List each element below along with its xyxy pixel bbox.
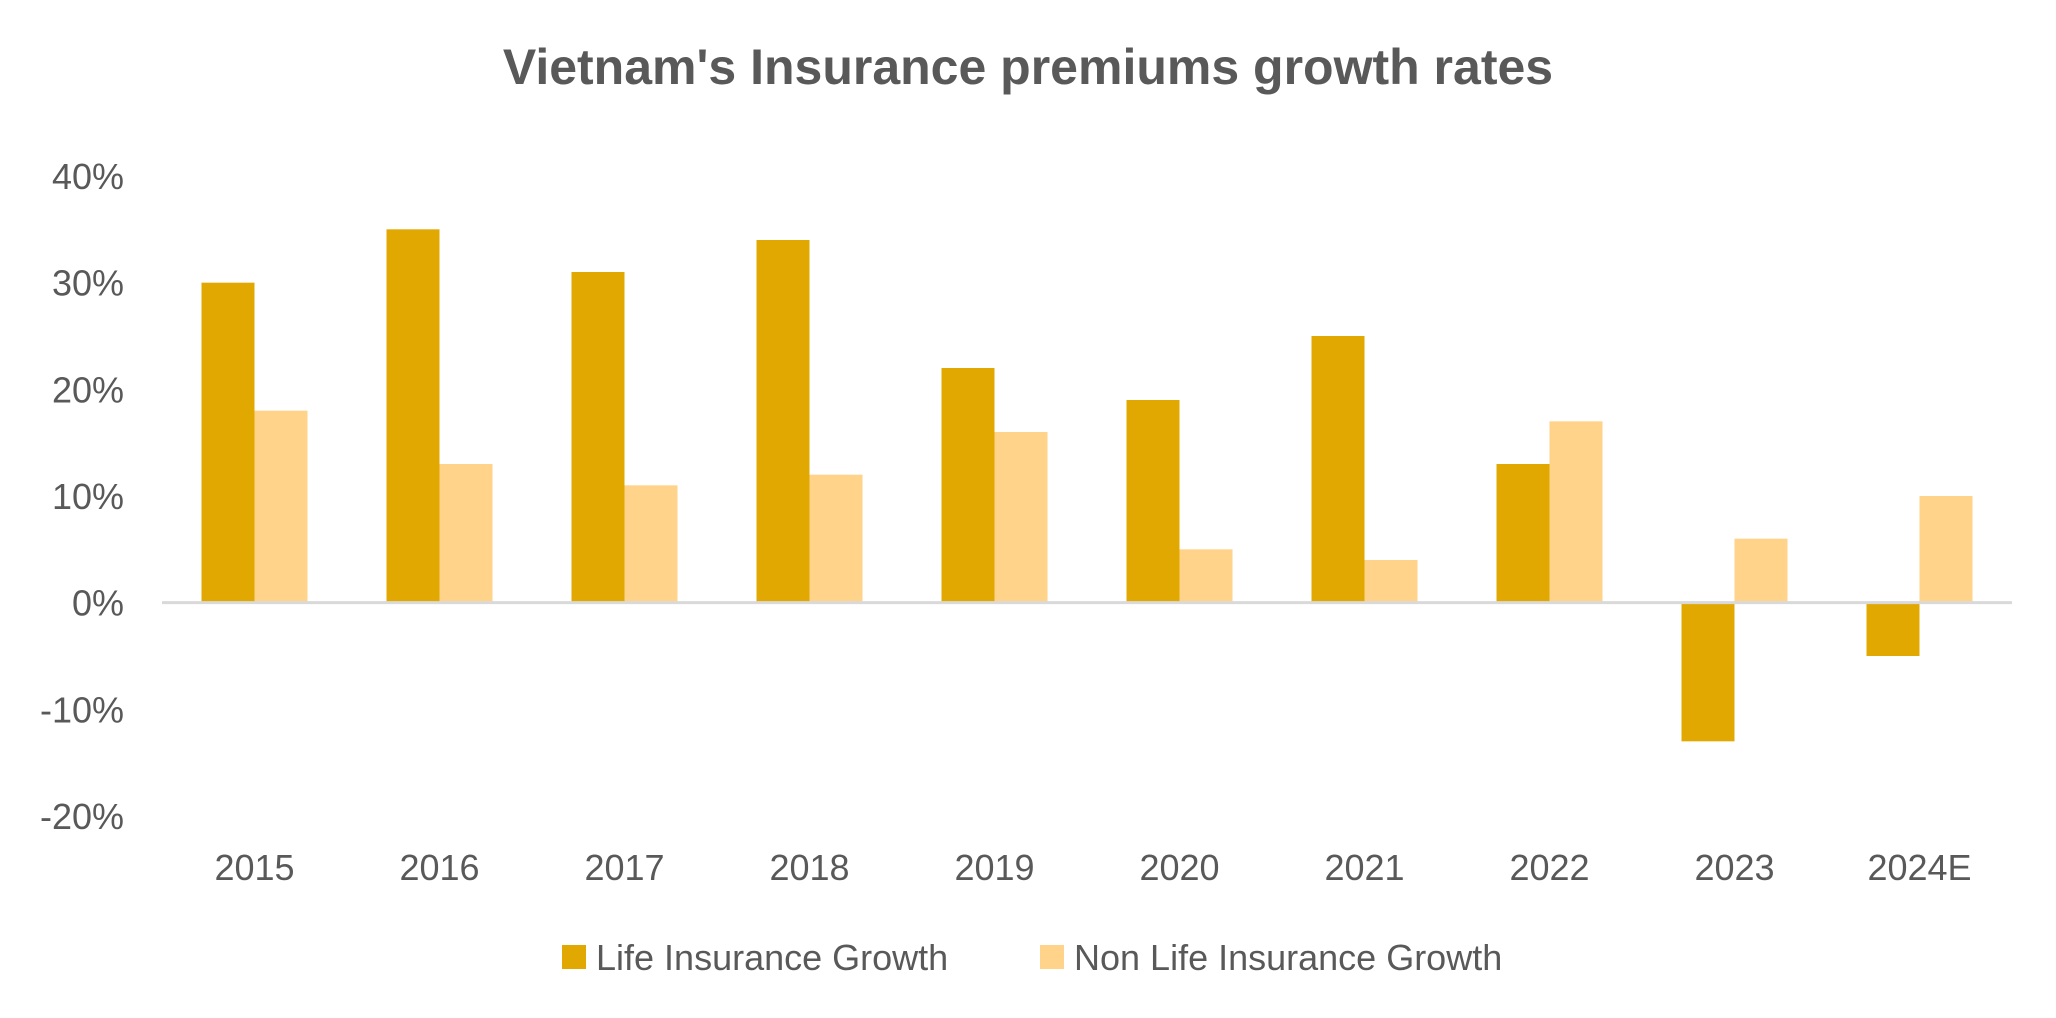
- x-tick-label: 2024E: [1867, 847, 1971, 888]
- bar-non-life-insurance: [624, 485, 678, 603]
- bar-life-insurance: [201, 282, 255, 603]
- bar-non-life-insurance: [1364, 560, 1418, 603]
- bar-life-insurance: [1681, 602, 1735, 742]
- bar-non-life-insurance: [809, 474, 863, 603]
- x-tick-label: 2017: [584, 847, 664, 888]
- bar-non-life-insurance: [1919, 496, 1973, 603]
- x-tick-label: 2023: [1694, 847, 1774, 888]
- y-tick-label: 40%: [52, 156, 124, 197]
- legend-swatch-non-life: [1040, 945, 1064, 969]
- y-tick-label: 10%: [52, 476, 124, 517]
- x-tick-label: 2019: [954, 847, 1034, 888]
- bar-life-insurance: [1866, 602, 1920, 656]
- chart-title: Vietnam's Insurance premiums growth rate…: [503, 39, 1553, 95]
- bar-non-life-insurance: [439, 464, 493, 603]
- bar-non-life-insurance: [994, 432, 1048, 603]
- bar-non-life-insurance: [1179, 549, 1233, 603]
- y-axis-tick-labels: 40% 30% 20% 10% 0% -10% -20%: [40, 156, 124, 837]
- legend: Life Insurance Growth Non Life Insurance …: [562, 937, 1502, 978]
- bar-life-insurance: [571, 272, 625, 603]
- y-tick-label: 0%: [72, 583, 124, 624]
- y-tick-label: -20%: [40, 796, 124, 837]
- bar-life-insurance: [1311, 336, 1365, 603]
- y-tick-label: 30%: [52, 263, 124, 304]
- legend-label-non-life: Non Life Insurance Growth: [1074, 937, 1502, 978]
- bar-life-insurance: [941, 368, 995, 603]
- bar-non-life-insurance: [1734, 538, 1788, 603]
- x-tick-label: 2022: [1509, 847, 1589, 888]
- bar-non-life-insurance: [1549, 421, 1603, 603]
- x-axis-tick-labels: 2015 2016 2017 2018 2019 2020 2021 2022 2023 2024…: [214, 847, 1971, 888]
- bar-life-insurance: [386, 229, 440, 603]
- bars-group: [201, 229, 1973, 742]
- legend-swatch-life: [562, 945, 586, 969]
- bar-non-life-insurance: [254, 410, 308, 603]
- bar-life-insurance: [756, 240, 810, 603]
- x-tick-label: 2021: [1324, 847, 1404, 888]
- bar-life-insurance: [1496, 464, 1550, 603]
- x-tick-label: 2016: [399, 847, 479, 888]
- y-tick-label: 20%: [52, 369, 124, 410]
- x-tick-label: 2015: [214, 847, 294, 888]
- x-tick-label: 2018: [769, 847, 849, 888]
- x-tick-label: 2020: [1139, 847, 1219, 888]
- y-tick-label: -10%: [40, 689, 124, 730]
- bar-life-insurance: [1126, 400, 1180, 603]
- legend-label-life: Life Insurance Growth: [596, 937, 948, 978]
